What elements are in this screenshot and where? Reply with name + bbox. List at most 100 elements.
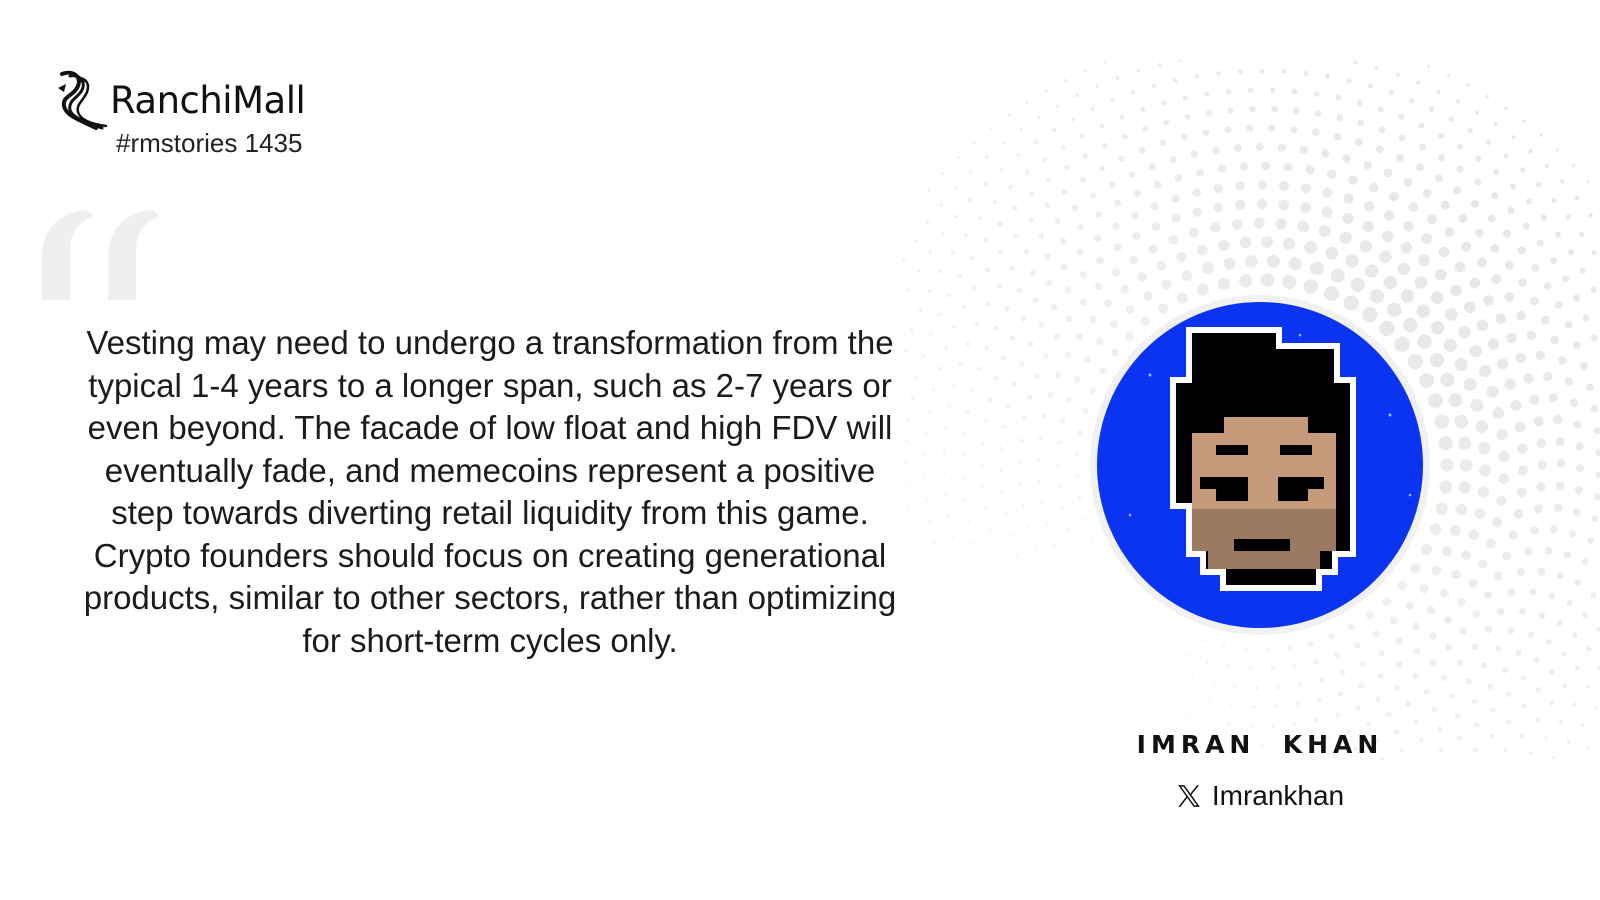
halftone-dot xyxy=(1470,199,1479,208)
halftone-dot xyxy=(1056,440,1062,445)
halftone-dot xyxy=(1529,526,1539,535)
author-handle[interactable]: Imrankhan xyxy=(1211,780,1345,811)
halftone-dot xyxy=(1243,647,1248,652)
halftone-dot xyxy=(1143,291,1153,301)
halftone-dot xyxy=(1397,262,1411,276)
halftone-dot xyxy=(1253,217,1265,229)
halftone-dot xyxy=(1261,236,1274,249)
halftone-dot xyxy=(1383,210,1395,221)
halftone-dot xyxy=(1574,579,1581,586)
halftone-dot xyxy=(944,426,948,431)
halftone-dot xyxy=(1449,692,1455,699)
halftone-dot xyxy=(1270,723,1275,728)
halftone-dot xyxy=(1131,90,1136,95)
halftone-dot xyxy=(1227,722,1231,726)
halftone-dot xyxy=(983,238,988,243)
author-handle-row[interactable]: Imrankhan xyxy=(1100,780,1420,812)
halftone-dot xyxy=(1444,644,1452,652)
halftone-dot xyxy=(965,341,971,347)
halftone-dot xyxy=(1436,89,1441,94)
halftone-dot xyxy=(1206,718,1210,722)
halftone-dot xyxy=(1443,338,1457,353)
halftone-dot xyxy=(1313,91,1320,97)
avatar xyxy=(1090,295,1430,635)
halftone-dot xyxy=(1558,356,1567,365)
halftone-dot xyxy=(1568,530,1577,538)
halftone-dot xyxy=(1506,332,1517,344)
halftone-dot xyxy=(1112,222,1120,230)
halftone-dot xyxy=(999,167,1004,172)
halftone-dot xyxy=(1205,659,1209,664)
halftone-dot xyxy=(1279,181,1289,191)
halftone-dot xyxy=(1374,738,1379,744)
halftone-dot xyxy=(1468,529,1480,541)
halftone-dot xyxy=(1104,299,1113,308)
halftone-dot xyxy=(1204,91,1210,97)
halftone-dot xyxy=(1553,503,1563,512)
halftone-dot xyxy=(1060,238,1067,245)
halftone-dot xyxy=(1454,713,1461,719)
halftone-dot xyxy=(1190,150,1199,158)
halftone-dot xyxy=(961,453,965,458)
halftone-dot xyxy=(1060,263,1068,271)
halftone-dot xyxy=(1455,503,1468,516)
halftone-dot xyxy=(1148,244,1158,254)
halftone-dot xyxy=(1201,638,1205,642)
halftone-dot xyxy=(1096,256,1104,265)
halftone-dot xyxy=(1398,134,1406,142)
halftone-dot xyxy=(1168,235,1178,245)
halftone-dot xyxy=(1303,279,1319,294)
halftone-dot xyxy=(1061,188,1068,195)
halftone-dot xyxy=(1020,315,1027,322)
halftone-dot xyxy=(947,405,952,409)
halftone-dot xyxy=(1083,517,1087,521)
halftone-dot xyxy=(1537,567,1546,576)
halftone-dot xyxy=(963,233,968,238)
halftone-dot xyxy=(1314,110,1322,117)
halftone-dot xyxy=(1290,125,1298,134)
halftone-dot xyxy=(1451,569,1461,580)
halftone-dot xyxy=(1321,149,1330,158)
halftone-dot xyxy=(1064,352,1072,359)
halftone-dot xyxy=(1325,735,1330,740)
halftone-dot xyxy=(993,325,999,331)
halftone-dot xyxy=(924,431,929,435)
halftone-dot xyxy=(1513,509,1524,519)
halftone-dot xyxy=(1238,742,1242,746)
halftone-dot xyxy=(921,353,926,358)
halftone-dot xyxy=(1029,270,1036,276)
halftone-dot xyxy=(1395,637,1404,645)
halftone-dot xyxy=(1556,619,1563,626)
halftone-dot xyxy=(1486,538,1496,549)
halftone-dot xyxy=(1357,119,1365,127)
halftone-dot xyxy=(1142,125,1149,132)
halftone-dot xyxy=(1045,279,1053,287)
halftone-dot xyxy=(1382,230,1394,243)
halftone-dot xyxy=(998,249,1004,255)
halftone-dot xyxy=(1506,691,1512,698)
halftone-dot xyxy=(939,203,943,207)
halftone-dot xyxy=(1299,145,1308,154)
halftone-dot xyxy=(999,446,1004,451)
halftone-dot xyxy=(1192,188,1202,198)
halftone-dot xyxy=(1536,438,1546,448)
halftone-dot xyxy=(1196,244,1208,256)
halftone-dot xyxy=(1575,442,1584,451)
halftone-dot xyxy=(1539,133,1543,137)
halftone-dot xyxy=(932,541,936,545)
halftone-dot xyxy=(1438,748,1444,753)
halftone-dot xyxy=(1544,546,1553,555)
halftone-dot xyxy=(1590,592,1597,598)
halftone-dot xyxy=(1044,253,1051,260)
halftone-dot xyxy=(1372,630,1380,638)
halftone-dot xyxy=(1564,377,1574,386)
halftone-dot xyxy=(1140,316,1151,327)
halftone-dot xyxy=(1023,248,1029,255)
halftone-dot xyxy=(1437,726,1443,732)
halftone-dot xyxy=(1396,661,1403,668)
halftone-dot xyxy=(1474,110,1480,115)
halftone-dot xyxy=(1121,133,1128,140)
halftone-dot xyxy=(1585,684,1590,689)
halftone-dot xyxy=(1496,429,1508,441)
halftone-dot xyxy=(1379,757,1385,760)
